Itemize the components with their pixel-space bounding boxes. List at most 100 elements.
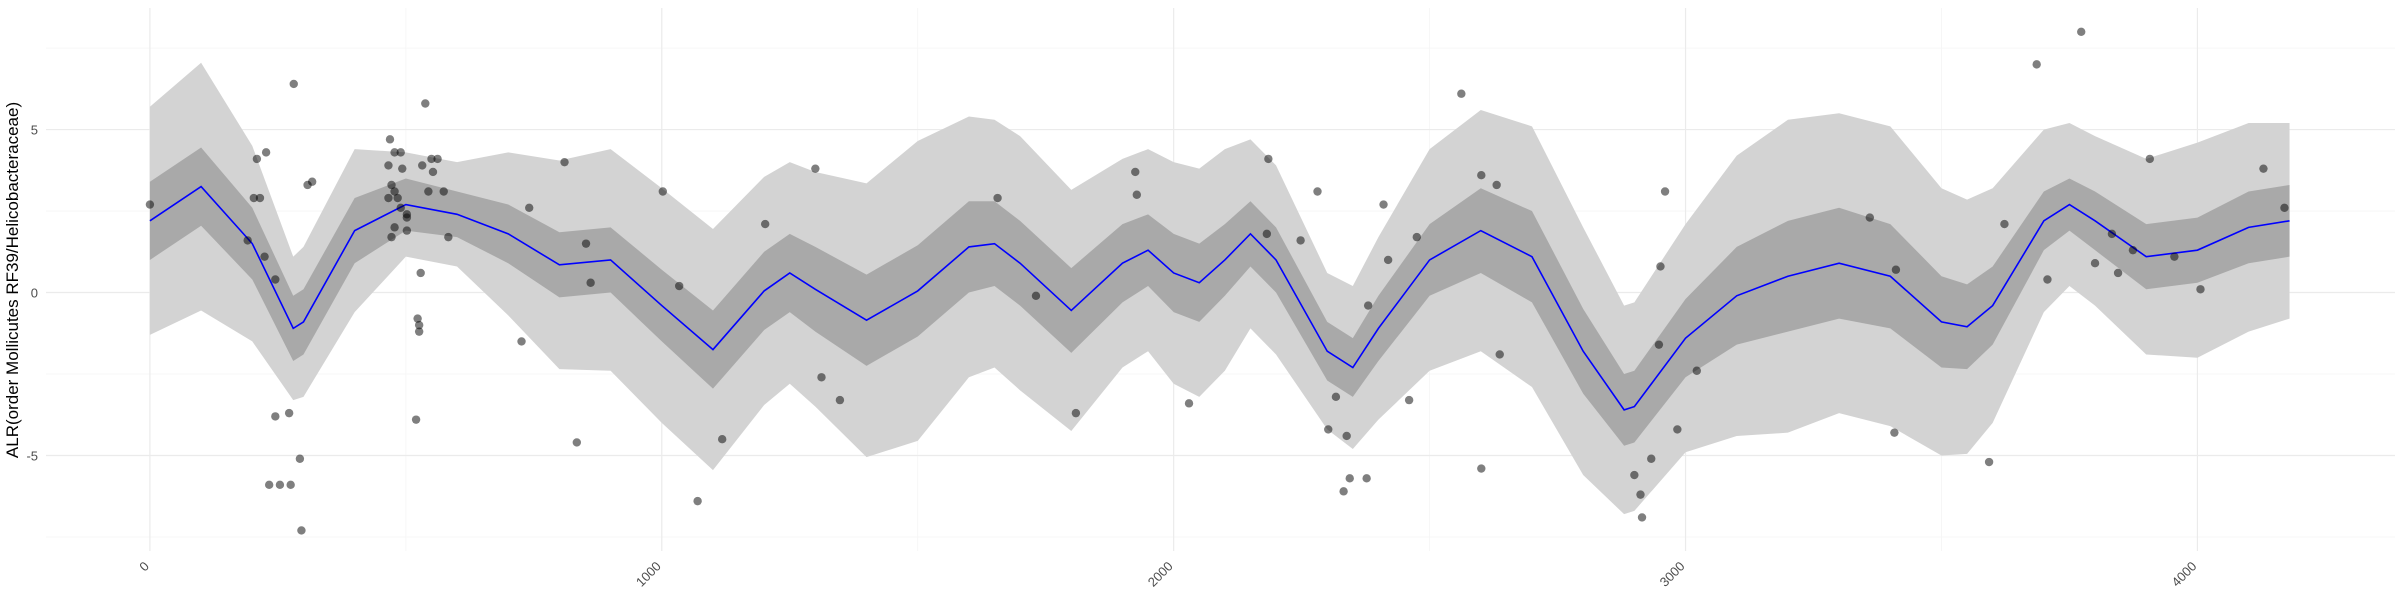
y-tick-label: -5 xyxy=(26,449,38,464)
data-point xyxy=(2128,245,2138,255)
data-point xyxy=(1647,454,1656,463)
data-point xyxy=(275,480,285,490)
data-point xyxy=(1362,474,1371,483)
data-point xyxy=(1692,366,1702,375)
data-point xyxy=(1363,301,1373,310)
data-point xyxy=(581,239,591,248)
data-point xyxy=(1457,89,1466,98)
data-point xyxy=(658,187,668,196)
x-tick-label: 3000 xyxy=(1657,559,1688,590)
data-point xyxy=(414,320,424,330)
data-point xyxy=(693,496,702,506)
data-point xyxy=(525,203,534,212)
data-point xyxy=(390,187,399,196)
data-point xyxy=(1656,262,1665,271)
data-point xyxy=(1184,399,1194,408)
data-point xyxy=(145,200,155,209)
data-point xyxy=(286,480,295,490)
data-point xyxy=(1492,180,1501,190)
inner-band xyxy=(149,147,2290,446)
data-point xyxy=(396,203,405,212)
data-point xyxy=(1984,457,1994,467)
data-point xyxy=(2090,259,2100,268)
data-point xyxy=(428,167,438,177)
data-point xyxy=(2077,27,2086,36)
data-point xyxy=(811,164,820,173)
data-point xyxy=(2113,268,2123,278)
x-tick-label: 2000 xyxy=(1145,559,1176,590)
data-point xyxy=(1890,428,1899,437)
data-point xyxy=(427,154,436,164)
data-point xyxy=(1630,470,1639,480)
data-point xyxy=(1031,291,1041,300)
data-point xyxy=(1132,190,1142,199)
data-point xyxy=(1342,431,1351,441)
data-point xyxy=(2000,219,2009,229)
x-tick-label: 0 xyxy=(136,559,152,575)
data-point xyxy=(264,480,274,490)
data-point xyxy=(2043,275,2052,284)
data-point xyxy=(2032,60,2041,69)
data-point xyxy=(1331,392,1341,402)
data-point xyxy=(1660,187,1670,196)
data-point xyxy=(261,148,271,157)
data-point xyxy=(255,193,265,203)
data-point xyxy=(433,154,442,164)
data-point xyxy=(760,219,770,229)
data-point xyxy=(2107,229,2117,239)
data-point xyxy=(674,281,684,291)
data-point xyxy=(993,193,1002,203)
data-point xyxy=(384,161,393,170)
data-point xyxy=(307,177,317,186)
x-tick-label: 4000 xyxy=(2168,559,2199,590)
data-point xyxy=(1477,171,1486,180)
plot-area xyxy=(145,27,2290,535)
y-tick-label: 0 xyxy=(31,286,38,301)
data-point xyxy=(2280,203,2289,212)
data-point xyxy=(384,193,393,203)
data-point xyxy=(1654,340,1664,349)
data-point xyxy=(418,161,427,170)
data-point xyxy=(560,157,569,167)
data-point xyxy=(517,337,526,346)
data-point xyxy=(1264,154,1273,164)
data-point xyxy=(411,415,421,424)
data-point xyxy=(284,408,294,418)
data-point xyxy=(1345,474,1354,483)
smooth-line xyxy=(149,185,2290,411)
data-point xyxy=(1412,232,1422,242)
data-point xyxy=(1313,187,1322,196)
data-point xyxy=(1477,464,1486,473)
data-point xyxy=(1637,513,1647,522)
data-point xyxy=(260,252,269,261)
data-point xyxy=(413,314,422,323)
data-point xyxy=(1636,490,1645,499)
data-point xyxy=(416,268,425,278)
data-point xyxy=(1339,487,1348,496)
data-point xyxy=(271,275,280,284)
data-point xyxy=(2196,285,2205,294)
data-point xyxy=(444,232,453,242)
data-point xyxy=(1296,236,1305,245)
data-point xyxy=(1379,200,1388,209)
data-point xyxy=(1495,350,1504,359)
data-point xyxy=(1404,395,1414,405)
data-point xyxy=(414,327,424,336)
data-point xyxy=(1324,425,1333,434)
data-point xyxy=(393,193,402,203)
data-point xyxy=(390,148,399,157)
data-point xyxy=(387,180,396,190)
data-point xyxy=(2145,154,2155,164)
data-point xyxy=(295,454,305,463)
data-point xyxy=(1071,408,1081,418)
data-point xyxy=(572,438,582,447)
data-point xyxy=(252,154,262,164)
data-point xyxy=(1673,425,1682,434)
data-point xyxy=(717,435,727,444)
data-point xyxy=(289,79,298,89)
x-tick-label: 1000 xyxy=(633,559,664,590)
data-point xyxy=(424,187,433,196)
data-point xyxy=(586,278,595,287)
data-point xyxy=(1262,229,1272,239)
